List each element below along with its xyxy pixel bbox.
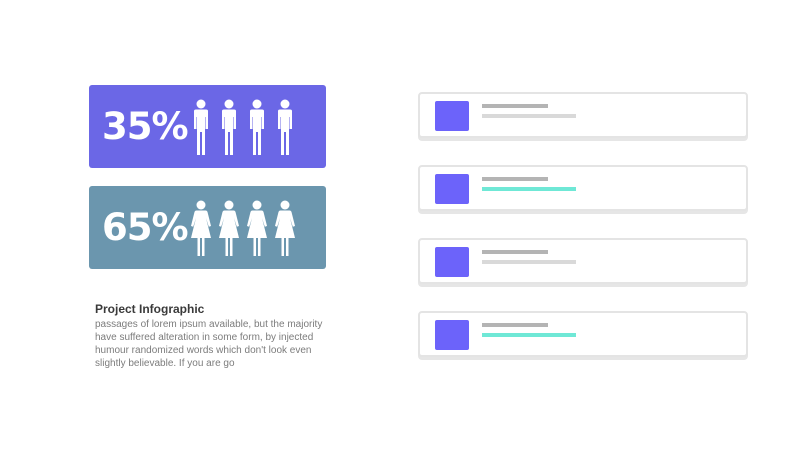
male-percentage: 35% — [102, 105, 189, 148]
female-person-icon — [191, 200, 211, 256]
list-card-subtitle-line — [482, 260, 576, 264]
male-person-icon — [194, 99, 208, 155]
stat-card-male: 35% — [89, 85, 326, 168]
female-person-icon — [219, 200, 239, 256]
male-person-icon — [278, 99, 292, 155]
list-card — [418, 165, 748, 211]
male-person-icon — [222, 99, 236, 155]
stat-card-female: 65% — [89, 186, 326, 269]
description-block: Project Infographic passages of lorem ip… — [95, 302, 335, 370]
male-person-icon — [250, 99, 264, 155]
description-title: Project Infographic — [95, 302, 205, 316]
list-card-square — [435, 101, 469, 131]
list-card-title-line — [482, 104, 548, 108]
list-card-subtitle-line — [482, 114, 576, 118]
list-card — [418, 238, 748, 284]
list-card-title-line — [482, 323, 548, 327]
female-person-icon — [247, 200, 267, 256]
female-figures — [190, 200, 296, 256]
list-card-square — [435, 247, 469, 277]
list-card-title-line — [482, 177, 548, 181]
list-card — [418, 311, 748, 357]
female-person-icon — [275, 200, 295, 256]
list-card — [418, 92, 748, 138]
female-percentage: 65% — [102, 206, 189, 249]
list-card-subtitle-line — [482, 187, 576, 191]
male-figures — [190, 99, 296, 155]
list-card-title-line — [482, 250, 548, 254]
list-card-square — [435, 320, 469, 350]
description-body: passages of lorem ipsum available, but t… — [95, 319, 323, 369]
list-card-square — [435, 174, 469, 204]
list-card-subtitle-line — [482, 333, 576, 337]
